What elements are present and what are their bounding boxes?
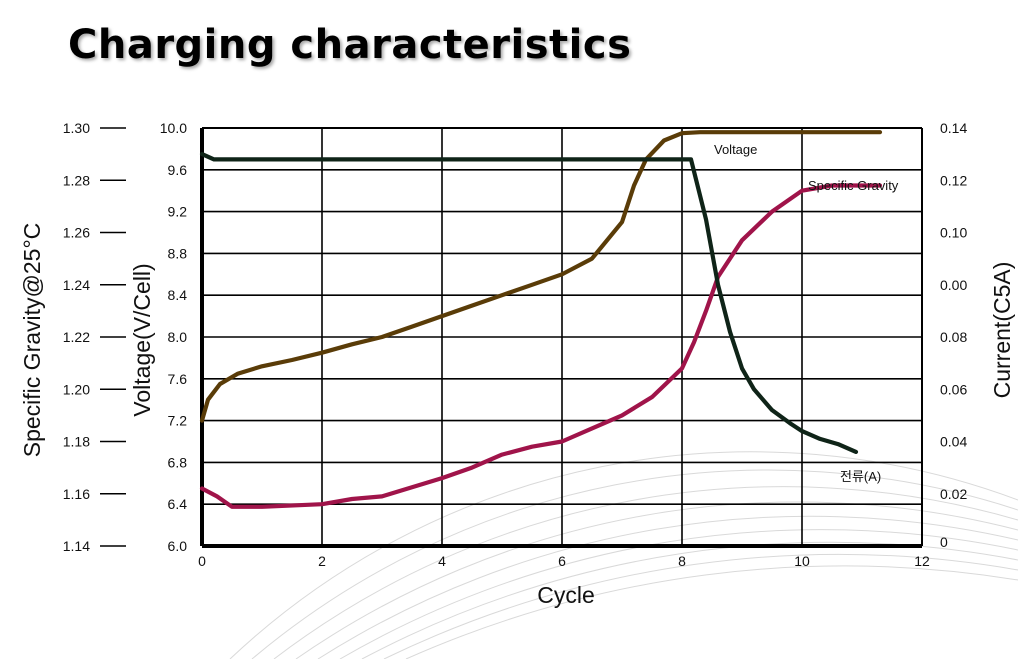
- x-tick-label: 12: [914, 553, 930, 569]
- voltage-tick-label: 8.4: [168, 287, 188, 303]
- voltage-tick-label: 7.6: [168, 371, 188, 387]
- voltage-tick-label: 9.2: [168, 204, 188, 220]
- gravity-tick-label: 1.26: [63, 225, 90, 241]
- background-arc: [361, 541, 1018, 659]
- current-tick-label: 0.08: [940, 329, 967, 345]
- current-line: [199, 152, 859, 454]
- voltage-tick-label: 6.8: [168, 454, 188, 470]
- background-arc: [251, 469, 1018, 659]
- voltage-series-label: Voltage: [714, 142, 757, 157]
- series-labels: Voltage Specific Gravity 전류(A): [714, 142, 899, 484]
- current-series-label: 전류(A): [840, 469, 881, 484]
- gravity-tick-label: 1.18: [63, 434, 90, 450]
- voltage-tick-label: 9.6: [168, 162, 188, 178]
- x-axis: 0 2 4 6 8 10 12: [198, 553, 930, 569]
- background-arc: [405, 565, 1018, 659]
- gravity-tick-label: 1.28: [63, 172, 90, 188]
- gravity-tick-label: 1.24: [63, 277, 90, 293]
- background-arc: [383, 553, 1018, 659]
- gravity-tick-label: 1.14: [63, 538, 90, 554]
- current-tick-label: 0: [940, 534, 948, 550]
- gravity-tick-label: 1.16: [63, 486, 90, 502]
- current-tick-label: 0.02: [940, 486, 967, 502]
- voltage-tick-label: 8.0: [168, 329, 188, 345]
- x-tick-label: 2: [318, 553, 326, 569]
- x-tick-label: 8: [678, 553, 686, 569]
- x-tick-label: 4: [438, 553, 446, 569]
- background-arc: [229, 451, 1018, 659]
- chart-grid: [202, 128, 922, 546]
- current-axis: 0 0.02 0.04 0.06 0.08 0.00 0.10 0.12 0.14: [940, 120, 967, 550]
- plot-frame: [200, 127, 923, 548]
- background-arc: [273, 486, 1018, 659]
- series-lines: [199, 130, 883, 509]
- background-arc: [339, 529, 1018, 659]
- gravity-tick-label: 1.22: [63, 329, 90, 345]
- gravity-tick-label: 1.20: [63, 381, 90, 397]
- x-axis-title: Cycle: [537, 582, 595, 608]
- axis-titles: Cycle Specific Gravity@25°C Voltage(V/Cell…: [19, 223, 1015, 608]
- specific-gravity-line: [199, 183, 883, 509]
- background-arc: [317, 515, 1018, 659]
- background-arc: [295, 501, 1018, 659]
- gravity-axis: 1.14 1.16 1.18 1.20 1.22 1.24 1.26 1.28 1.30: [63, 120, 126, 554]
- voltage-tick-label: 7.2: [168, 413, 188, 429]
- voltage-tick-label: 8.8: [168, 245, 188, 261]
- voltage-axis-title: Voltage(V/Cell): [129, 263, 155, 416]
- page-title: Charging characteristics: [68, 22, 632, 68]
- x-tick-label: 6: [558, 553, 566, 569]
- voltage-tick-label: 6.0: [168, 538, 188, 554]
- gravity-axis-title: Specific Gravity@25°C: [19, 223, 45, 458]
- gravity-tick-label: 1.30: [63, 120, 90, 136]
- voltage-tick-label: 6.4: [168, 496, 188, 512]
- gravity-series-label: Specific Gravity: [808, 178, 899, 193]
- current-tick-label: 0.00: [940, 277, 967, 293]
- current-tick-label: 0.10: [940, 225, 967, 241]
- voltage-axis: 6.0 6.4 6.8 7.2 7.6 8.0 8.4 8.8 9.2 9.6 10.0: [160, 120, 187, 554]
- x-tick-label: 10: [794, 553, 810, 569]
- current-tick-label: 0.14: [940, 120, 967, 136]
- x-tick-label: 0: [198, 553, 206, 569]
- current-axis-title: Current(C5A): [989, 262, 1015, 399]
- current-tick-label: 0.04: [940, 434, 967, 450]
- current-tick-label: 0.06: [940, 381, 967, 397]
- voltage-line: [199, 130, 883, 423]
- background-arcs: [229, 451, 1018, 659]
- current-tick-label: 0.12: [940, 172, 967, 188]
- voltage-tick-label: 10.0: [160, 120, 187, 136]
